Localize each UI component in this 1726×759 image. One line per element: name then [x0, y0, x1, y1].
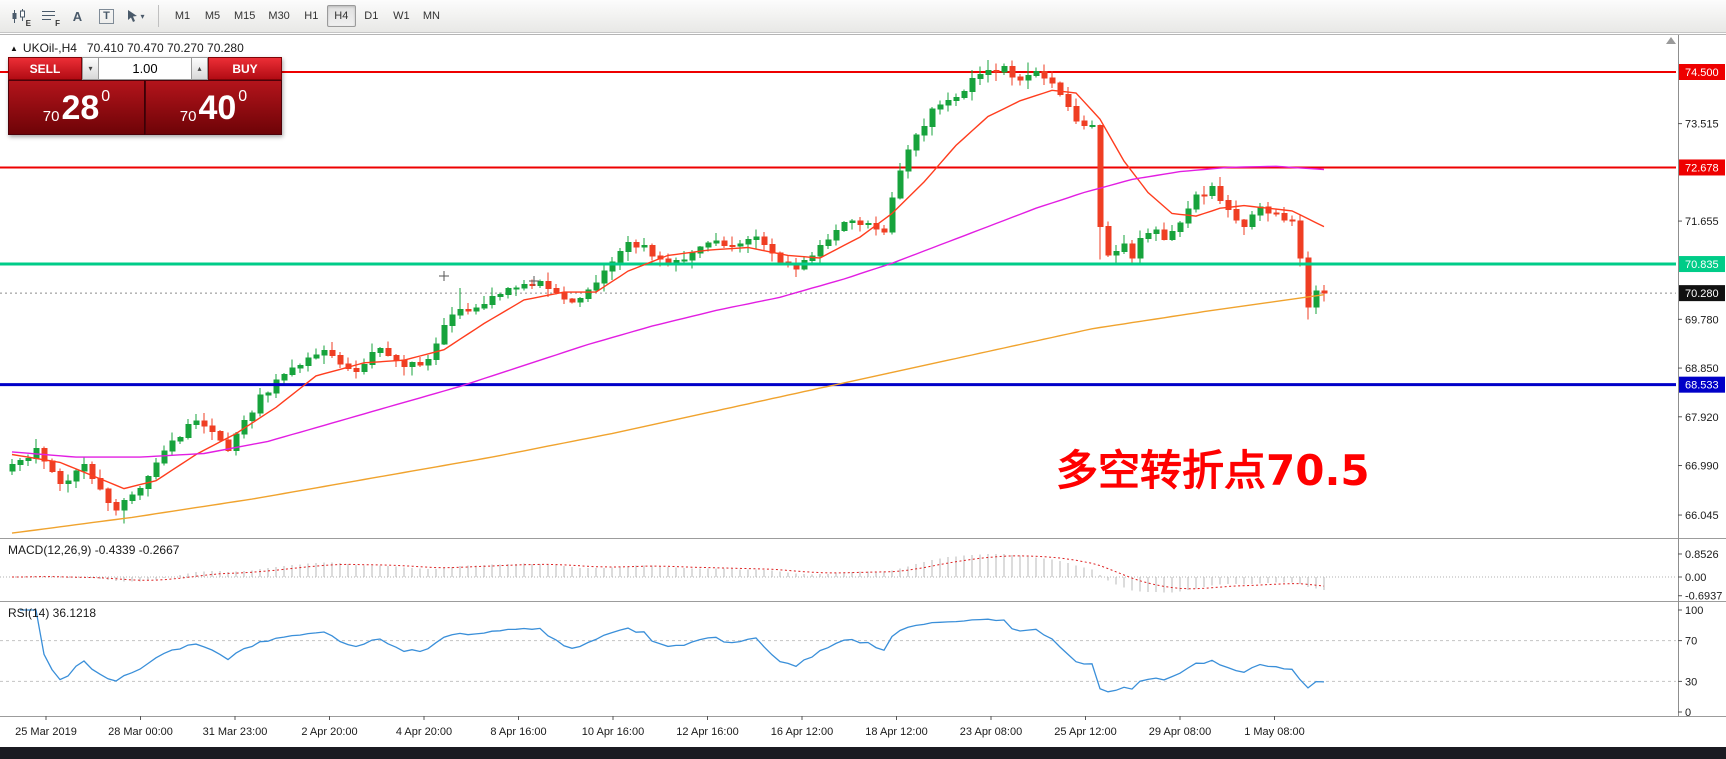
timeframe-button-m15[interactable]: M15 — [234, 10, 256, 22]
svg-text:0: 0 — [1685, 707, 1691, 719]
ma-fast-line — [11, 89, 1325, 490]
svg-text:-0.6937: -0.6937 — [1685, 591, 1722, 603]
text-label-icon: A — [72, 8, 83, 24]
svg-text:70.835: 70.835 — [1685, 259, 1719, 271]
timeframe-button-m1[interactable]: M1 — [174, 10, 191, 22]
volume-input[interactable] — [99, 57, 191, 80]
svg-text:25 Mar 2019: 25 Mar 2019 — [15, 726, 77, 738]
svg-text:0.00: 0.00 — [1685, 572, 1706, 584]
chart-annotation-text: 多空转折点70.5 — [1056, 446, 1370, 495]
text-box-icon: T — [99, 8, 114, 24]
ma-mid-line — [11, 165, 1325, 458]
timeframe-button-d1[interactable]: D1 — [364, 10, 379, 22]
volume-increase-button[interactable]: ▴ — [191, 57, 208, 80]
timeframe-button-m30[interactable]: M30 — [268, 10, 290, 22]
sell-button[interactable]: SELL — [8, 57, 82, 80]
svg-text:23 Apr 08:00: 23 Apr 08:00 — [960, 726, 1022, 738]
candlestick-icon — [12, 8, 25, 23]
svg-text:30: 30 — [1685, 676, 1697, 688]
timeframe-button-h1[interactable]: H1 — [304, 10, 319, 22]
macd-header: MACD(12,26,9) -0.4339 -0.2667 — [8, 543, 180, 557]
svg-text:8 Apr 16:00: 8 Apr 16:00 — [490, 726, 546, 738]
svg-text:70: 70 — [1685, 636, 1697, 648]
svg-text:1 May 08:00: 1 May 08:00 — [1244, 726, 1305, 738]
svg-text:4 Apr 20:00: 4 Apr 20:00 — [396, 726, 452, 738]
indicator-list-icon — [42, 11, 55, 20]
svg-text:100: 100 — [1685, 605, 1703, 617]
rsi-header: RSI(14) 36.1218 — [8, 606, 97, 620]
chart-type-tool-button[interactable]: E — [6, 4, 33, 28]
time-axis[interactable] — [0, 716, 1676, 747]
svg-text:70.280: 70.280 — [1685, 288, 1719, 300]
timeframe-button-w1[interactable]: W1 — [393, 10, 410, 22]
text-label-tool-button[interactable]: A — [64, 4, 91, 28]
sell-price-sup: 0 — [101, 88, 111, 105]
macd-signal-line — [12, 555, 1325, 590]
macd-histogram — [67, 553, 1325, 593]
buy-price-prefix: 70 — [179, 108, 197, 125]
buy-price-display[interactable]: 70 40 0 — [145, 80, 282, 135]
chart-type-sub-label: E — [25, 19, 31, 28]
drawing-tool-button[interactable]: ▾ — [122, 4, 149, 28]
svg-text:68.533: 68.533 — [1685, 380, 1719, 392]
svg-text:68.850: 68.850 — [1685, 363, 1719, 375]
chart-caption-text: UKOil-,H4 70.410 70.470 70.270 70.280 — [22, 41, 244, 55]
price-axis[interactable] — [1678, 35, 1726, 716]
timeframe-button-mn[interactable]: MN — [422, 10, 440, 22]
text-box-tool-button[interactable]: T — [93, 4, 120, 28]
svg-text:66.990: 66.990 — [1685, 461, 1719, 473]
svg-text:74.500: 74.500 — [1685, 67, 1719, 79]
svg-text:29 Apr 08:00: 29 Apr 08:00 — [1149, 726, 1211, 738]
scroll-marker-icon — [1666, 37, 1676, 44]
spinner-up-icon: ▴ — [197, 64, 202, 73]
cursor-arrow-icon — [128, 10, 138, 22]
chart-caption-marker-icon: ▲ — [10, 43, 18, 53]
toolbar: E F A T ▾ M1 M5 M15 M30 H1 H4 D1 W1 MN — [0, 0, 1726, 33]
buy-price-big: 40 — [198, 88, 237, 127]
svg-text:2 Apr 20:00: 2 Apr 20:00 — [301, 726, 357, 738]
svg-text:66.045: 66.045 — [1685, 510, 1719, 522]
buy-button[interactable]: BUY — [208, 57, 282, 80]
toolbar-separator — [158, 5, 159, 27]
chart-caption: ▲ UKOil-,H4 70.410 70.470 70.270 70.280 — [10, 41, 244, 55]
chevron-down-icon: ▾ — [140, 11, 145, 21]
sell-price-big: 28 — [61, 88, 100, 127]
volume-decrease-button[interactable]: ▾ — [82, 57, 99, 80]
sell-price-prefix: 70 — [42, 108, 60, 125]
svg-text:25 Apr 12:00: 25 Apr 12:00 — [1054, 726, 1116, 738]
bottom-bar — [0, 747, 1726, 759]
timeframe-button-h4[interactable]: H4 — [326, 5, 356, 27]
ma-slow-line — [11, 294, 1325, 534]
buy-price-sup: 0 — [238, 88, 248, 105]
svg-text:28 Mar 00:00: 28 Mar 00:00 — [108, 726, 173, 738]
svg-text:71.655: 71.655 — [1685, 216, 1719, 228]
svg-text:73.515: 73.515 — [1685, 119, 1719, 131]
svg-text:31 Mar 23:00: 31 Mar 23:00 — [203, 726, 268, 738]
timeframe-group: M1 M5 M15 M30 H1 H4 D1 W1 MN — [168, 5, 446, 27]
indicator-list-sub-label: F — [55, 19, 60, 28]
svg-text:18 Apr 12:00: 18 Apr 12:00 — [865, 726, 927, 738]
svg-text:72.678: 72.678 — [1685, 162, 1719, 174]
svg-text:69.780: 69.780 — [1685, 314, 1719, 326]
indicator-list-tool-button[interactable]: F — [35, 4, 62, 28]
timeframe-button-m5[interactable]: M5 — [204, 10, 221, 22]
svg-text:12 Apr 16:00: 12 Apr 16:00 — [676, 726, 738, 738]
svg-text:10 Apr 16:00: 10 Apr 16:00 — [582, 726, 644, 738]
sell-price-display[interactable]: 70 28 0 — [8, 80, 145, 135]
svg-text:67.920: 67.920 — [1685, 412, 1719, 424]
svg-text:0.8526: 0.8526 — [1685, 549, 1719, 561]
svg-text:16 Apr 12:00: 16 Apr 12:00 — [771, 726, 833, 738]
spinner-down-icon: ▾ — [88, 64, 93, 73]
rsi-line — [20, 609, 1325, 693]
one-click-trading-panel: SELL ▾ ▴ BUY 70 28 0 70 40 0 — [8, 57, 282, 135]
